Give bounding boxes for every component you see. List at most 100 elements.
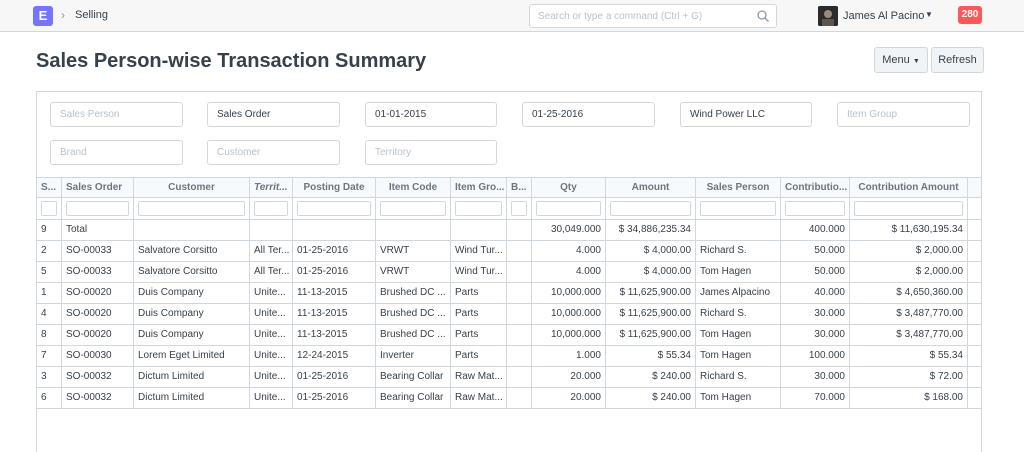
cell-contribution-pct[interactable]: 100.000: [781, 346, 850, 366]
cell-sales-order[interactable]: SO-00033: [62, 262, 134, 282]
table-row[interactable]: 8 SO-00020 Duis Company Unite... 11-13-2015 B…: [37, 325, 981, 346]
cell-contribution-amount[interactable]: $ 11,630,195.34: [850, 220, 968, 240]
cell-amount[interactable]: $ 240.00: [606, 388, 696, 408]
cell-customer[interactable]: Duis Company: [134, 304, 250, 324]
company-filter[interactable]: Wind Power LLC: [680, 102, 812, 127]
cell-brand[interactable]: [507, 325, 532, 345]
menu-button[interactable]: Menu ▼: [874, 47, 928, 73]
cell-amount[interactable]: $ 240.00: [606, 367, 696, 387]
cell-item-code[interactable]: VRWT: [376, 241, 451, 261]
column-filter-input-brand[interactable]: [511, 201, 527, 216]
cell-sales-order[interactable]: SO-00033: [62, 241, 134, 261]
cell-customer[interactable]: [134, 220, 250, 240]
table-row[interactable]: 3 SO-00032 Dictum Limited Unite... 01-25-201…: [37, 367, 981, 388]
sales-person-filter[interactable]: Sales Person: [50, 102, 183, 127]
column-filter-input-item-group[interactable]: [455, 201, 502, 216]
cell-brand[interactable]: [507, 283, 532, 303]
item-group-filter[interactable]: Item Group: [837, 102, 970, 127]
cell-brand[interactable]: [507, 241, 532, 261]
cell-item-code[interactable]: Inverter: [376, 346, 451, 366]
cell-contribution-amount[interactable]: $ 55.34: [850, 346, 968, 366]
cell-contribution-pct[interactable]: 50.000: [781, 241, 850, 261]
cell-posting-date[interactable]: 01-25-2016: [293, 241, 376, 261]
caret-down-icon[interactable]: ▼: [925, 10, 933, 19]
cell-territory[interactable]: All Ter...: [250, 262, 293, 282]
cell-qty[interactable]: 10,000.000: [532, 325, 606, 345]
cell-brand[interactable]: [507, 304, 532, 324]
cell-contribution-amount[interactable]: $ 3,487,770.00: [850, 304, 968, 324]
cell-sales-person[interactable]: Richard S.: [696, 241, 781, 261]
cell-item-code[interactable]: VRWT: [376, 262, 451, 282]
territory-filter[interactable]: Territory: [365, 140, 497, 165]
cell-territory[interactable]: Unite...: [250, 283, 293, 303]
cell-customer[interactable]: Dictum Limited: [134, 367, 250, 387]
cell-customer[interactable]: Duis Company: [134, 325, 250, 345]
cell-sales-person[interactable]: Tom Hagen: [696, 388, 781, 408]
notification-badge[interactable]: 280: [958, 6, 982, 24]
cell-sales-order[interactable]: Total: [62, 220, 134, 240]
cell-item-group[interactable]: Parts: [451, 283, 507, 303]
cell-item-code[interactable]: Brushed DC ...: [376, 304, 451, 324]
cell-brand[interactable]: [507, 262, 532, 282]
cell-brand[interactable]: [507, 346, 532, 366]
app-logo[interactable]: E: [33, 6, 53, 26]
column-filter-input-serial[interactable]: [41, 201, 57, 216]
column-header-contribution-amount[interactable]: Contribution Amount: [850, 178, 968, 197]
column-filter-input-qty[interactable]: [536, 201, 601, 216]
column-filter-input-sales-order[interactable]: [66, 201, 129, 216]
user-menu[interactable]: James Al Pacino: [843, 10, 925, 22]
column-filter-input-contribution-amount[interactable]: [854, 201, 963, 216]
cell-contribution-amount[interactable]: $ 3,487,770.00: [850, 325, 968, 345]
cell-amount[interactable]: $ 55.34: [606, 346, 696, 366]
cell-contribution-pct[interactable]: 30.000: [781, 304, 850, 324]
search-input[interactable]: Search or type a command (Ctrl + G): [529, 4, 777, 28]
cell-amount[interactable]: $ 4,000.00: [606, 241, 696, 261]
cell-contribution-pct[interactable]: 40.000: [781, 283, 850, 303]
cell-qty[interactable]: 1.000: [532, 346, 606, 366]
column-filter-input-posting-date[interactable]: [297, 201, 371, 216]
cell-territory[interactable]: Unite...: [250, 388, 293, 408]
cell-sales-order[interactable]: SO-00020: [62, 304, 134, 324]
column-header-amount[interactable]: Amount: [606, 178, 696, 197]
to-date-filter[interactable]: 01-25-2016: [522, 102, 655, 127]
cell-territory[interactable]: Unite...: [250, 346, 293, 366]
cell-item-group[interactable]: [451, 220, 507, 240]
cell-item-code[interactable]: Bearing Collar: [376, 388, 451, 408]
column-filter-input-item-code[interactable]: [380, 201, 446, 216]
breadcrumb-selling[interactable]: Selling: [75, 9, 109, 21]
cell-item-code[interactable]: Brushed DC ...: [376, 325, 451, 345]
cell-serial[interactable]: 9: [37, 220, 62, 240]
cell-amount[interactable]: $ 4,000.00: [606, 262, 696, 282]
cell-amount[interactable]: $ 11,625,900.00: [606, 325, 696, 345]
cell-serial[interactable]: 8: [37, 325, 62, 345]
cell-serial[interactable]: 1: [37, 283, 62, 303]
cell-sales-order[interactable]: SO-00032: [62, 367, 134, 387]
column-header-contribution-pct[interactable]: Contributio...: [781, 178, 850, 197]
cell-sales-order[interactable]: SO-00030: [62, 346, 134, 366]
cell-contribution-amount[interactable]: $ 2,000.00: [850, 241, 968, 261]
cell-territory[interactable]: Unite...: [250, 325, 293, 345]
cell-customer[interactable]: Salvatore Corsitto: [134, 262, 250, 282]
total-row[interactable]: 9 Total 30,049.000 $ 34,886,235.34 400.000 $ …: [37, 220, 981, 241]
cell-contribution-amount[interactable]: $ 2,000.00: [850, 262, 968, 282]
cell-qty[interactable]: 20.000: [532, 367, 606, 387]
cell-contribution-pct[interactable]: 30.000: [781, 367, 850, 387]
table-row[interactable]: 4 SO-00020 Duis Company Unite... 11-13-2015 B…: [37, 304, 981, 325]
cell-territory[interactable]: Unite...: [250, 304, 293, 324]
cell-contribution-amount[interactable]: $ 168.00: [850, 388, 968, 408]
cell-posting-date[interactable]: [293, 220, 376, 240]
cell-qty[interactable]: 4.000: [532, 262, 606, 282]
table-row[interactable]: 7 SO-00030 Lorem Eget Limited Unite... 12-24…: [37, 346, 981, 367]
table-row[interactable]: 6 SO-00032 Dictum Limited Unite... 01-25-201…: [37, 388, 981, 409]
column-filter-input-customer[interactable]: [138, 201, 245, 216]
cell-territory[interactable]: Unite...: [250, 367, 293, 387]
cell-amount[interactable]: $ 34,886,235.34: [606, 220, 696, 240]
cell-contribution-amount[interactable]: $ 4,650,360.00: [850, 283, 968, 303]
cell-customer[interactable]: Lorem Eget Limited: [134, 346, 250, 366]
cell-qty[interactable]: 10,000.000: [532, 304, 606, 324]
cell-brand[interactable]: [507, 220, 532, 240]
cell-qty[interactable]: 4.000: [532, 241, 606, 261]
cell-amount[interactable]: $ 11,625,900.00: [606, 283, 696, 303]
cell-sales-order[interactable]: SO-00020: [62, 283, 134, 303]
cell-sales-order[interactable]: SO-00032: [62, 388, 134, 408]
